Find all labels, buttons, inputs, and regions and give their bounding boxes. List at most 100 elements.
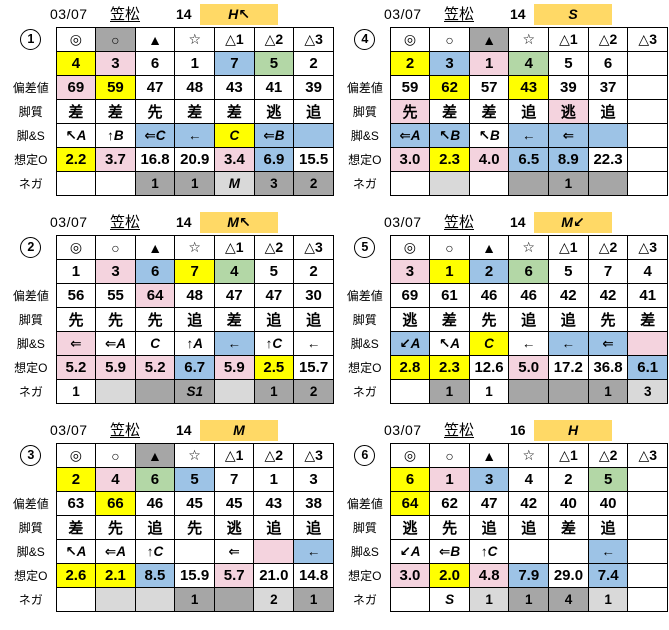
cell-deviation[interactable]: 48 bbox=[174, 75, 216, 100]
cell-running-style[interactable]: 差 bbox=[213, 307, 255, 332]
cell-horse-no[interactable]: 6 bbox=[134, 259, 176, 284]
cell-running-style[interactable]: 先 bbox=[389, 99, 431, 124]
cell-expected-odds[interactable]: 5.7 bbox=[213, 563, 255, 588]
cell-horse-no[interactable] bbox=[627, 467, 668, 492]
cell-mark[interactable]: ○ bbox=[429, 235, 470, 260]
cell-running-style[interactable]: 先 bbox=[55, 307, 97, 332]
cell-leg-and-s[interactable]: ⇐B bbox=[429, 539, 470, 564]
cell-expected-odds[interactable]: 5.0 bbox=[508, 355, 549, 380]
cell-running-style[interactable]: 差 bbox=[429, 307, 470, 332]
cell-leg-and-s[interactable]: ↖A bbox=[429, 331, 470, 356]
cell-leg-and-s[interactable]: ↑A bbox=[174, 331, 215, 356]
cell-expected-odds[interactable]: 5.2 bbox=[134, 355, 176, 380]
cell-mark[interactable]: △2 bbox=[253, 27, 295, 52]
cell-expected-odds[interactable]: 3.7 bbox=[95, 147, 136, 172]
cell-expected-odds[interactable]: 6.5 bbox=[508, 147, 550, 172]
cell-mark[interactable]: △1 bbox=[548, 443, 589, 468]
cell-horse-no[interactable]: 1 bbox=[468, 51, 510, 76]
cell-horse-no[interactable]: 4 bbox=[95, 467, 136, 492]
cell-nega[interactable]: 1 bbox=[468, 587, 510, 612]
cell-running-style[interactable]: 追 bbox=[293, 307, 334, 332]
cell-mark[interactable]: ○ bbox=[95, 27, 136, 52]
cell-deviation[interactable]: 43 bbox=[508, 75, 550, 100]
cell-mark[interactable]: ▲ bbox=[468, 27, 510, 52]
race-date[interactable]: 03/07 bbox=[384, 422, 422, 438]
cell-expected-odds[interactable]: 5.9 bbox=[213, 355, 255, 380]
cell-deviation[interactable]: 42 bbox=[587, 283, 629, 308]
pace-code-cell[interactable]: M bbox=[200, 420, 278, 441]
cell-running-style[interactable]: 先 bbox=[468, 307, 510, 332]
cell-running-style[interactable]: 先 bbox=[134, 307, 176, 332]
cell-deviation[interactable]: 30 bbox=[293, 283, 334, 308]
cell-running-style[interactable]: 差 bbox=[548, 515, 589, 540]
cell-leg-and-s[interactable]: ↑B bbox=[95, 123, 136, 148]
cell-expected-odds[interactable]: 6.7 bbox=[174, 355, 215, 380]
cell-leg-and-s[interactable] bbox=[508, 539, 550, 564]
cell-deviation[interactable]: 64 bbox=[134, 283, 176, 308]
cell-horse-no[interactable]: 3 bbox=[468, 467, 510, 492]
cell-expected-odds[interactable]: 4.0 bbox=[468, 147, 510, 172]
cell-deviation[interactable]: 47 bbox=[213, 283, 255, 308]
cell-mark[interactable]: △3 bbox=[627, 443, 668, 468]
cell-nega[interactable] bbox=[508, 171, 550, 196]
cell-horse-no[interactable]: 5 bbox=[253, 259, 295, 284]
cell-leg-and-s[interactable] bbox=[627, 539, 668, 564]
cell-deviation[interactable]: 42 bbox=[547, 283, 589, 308]
cell-deviation[interactable]: 46 bbox=[134, 491, 176, 516]
cell-leg-and-s[interactable]: ⇐A bbox=[95, 331, 136, 356]
cell-leg-and-s[interactable]: ← bbox=[293, 331, 334, 356]
pace-code-cell[interactable]: M↙ bbox=[534, 212, 612, 233]
cell-deviation[interactable]: 40 bbox=[548, 491, 589, 516]
cell-nega[interactable]: 1 bbox=[253, 379, 295, 404]
cell-horse-no[interactable]: 5 bbox=[548, 51, 589, 76]
cell-running-style[interactable]: 逃 bbox=[213, 515, 255, 540]
cell-leg-and-s[interactable]: ↖B bbox=[468, 123, 510, 148]
cell-mark[interactable]: △1 bbox=[213, 443, 255, 468]
cell-nega[interactable] bbox=[134, 379, 176, 404]
cell-nega[interactable] bbox=[627, 587, 668, 612]
cell-deviation[interactable]: 41 bbox=[253, 75, 295, 100]
cell-deviation[interactable]: 45 bbox=[213, 491, 255, 516]
cell-leg-and-s[interactable] bbox=[587, 123, 629, 148]
cell-expected-odds[interactable]: 2.0 bbox=[429, 563, 470, 588]
cell-deviation[interactable]: 66 bbox=[95, 491, 136, 516]
cell-expected-odds[interactable]: 2.5 bbox=[253, 355, 295, 380]
cell-horse-no[interactable]: 7 bbox=[587, 259, 629, 284]
cell-mark[interactable]: ◎ bbox=[389, 443, 431, 468]
cell-deviation[interactable]: 40 bbox=[587, 491, 629, 516]
cell-deviation[interactable]: 57 bbox=[468, 75, 510, 100]
cell-nega[interactable] bbox=[95, 171, 136, 196]
cell-nega[interactable]: 1 bbox=[587, 379, 629, 404]
cell-running-style[interactable]: 追 bbox=[508, 515, 550, 540]
cell-horse-no[interactable]: 4 bbox=[508, 51, 550, 76]
cell-deviation[interactable]: 41 bbox=[627, 283, 668, 308]
cell-running-style[interactable]: 先 bbox=[95, 515, 136, 540]
cell-expected-odds[interactable]: 16.8 bbox=[134, 147, 176, 172]
cell-nega[interactable]: 4 bbox=[548, 587, 589, 612]
pace-code-cell[interactable]: H↖ bbox=[200, 4, 278, 25]
cell-deviation[interactable]: 37 bbox=[587, 75, 629, 100]
cell-expected-odds[interactable]: 3.0 bbox=[389, 147, 431, 172]
cell-nega[interactable] bbox=[429, 171, 470, 196]
cell-expected-odds[interactable]: 5.2 bbox=[55, 355, 97, 380]
cell-leg-and-s[interactable]: ↖B bbox=[429, 123, 470, 148]
race-date[interactable]: 03/07 bbox=[50, 214, 88, 230]
cell-mark[interactable]: △1 bbox=[213, 235, 255, 260]
cell-horse-no[interactable]: 6 bbox=[389, 467, 431, 492]
cell-running-style[interactable]: 逃 bbox=[548, 99, 589, 124]
cell-leg-and-s[interactable] bbox=[293, 123, 334, 148]
cell-deviation[interactable]: 62 bbox=[429, 75, 470, 100]
cell-expected-odds[interactable]: 21.0 bbox=[253, 563, 295, 588]
cell-running-style[interactable]: 差 bbox=[429, 99, 470, 124]
cell-deviation[interactable] bbox=[627, 75, 668, 100]
cell-nega[interactable] bbox=[547, 379, 589, 404]
cell-leg-and-s[interactable] bbox=[253, 539, 295, 564]
cell-nega[interactable]: 1 bbox=[293, 587, 334, 612]
cell-mark[interactable]: △2 bbox=[253, 235, 295, 260]
cell-leg-and-s[interactable]: ↖A bbox=[55, 539, 97, 564]
cell-mark[interactable]: △3 bbox=[293, 443, 334, 468]
cell-deviation[interactable]: 63 bbox=[55, 491, 97, 516]
cell-horse-no[interactable]: 6 bbox=[134, 51, 176, 76]
cell-nega[interactable]: 1 bbox=[468, 379, 510, 404]
cell-nega[interactable] bbox=[95, 379, 136, 404]
